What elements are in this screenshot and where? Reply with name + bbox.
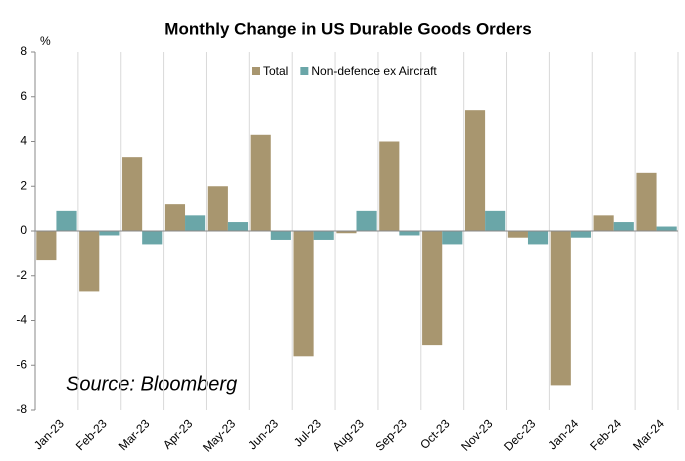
- x-tick-label: Feb-24: [587, 416, 624, 453]
- y-tick-label: -6: [16, 357, 27, 371]
- x-tick-label: Apr-23: [160, 416, 196, 452]
- bar: [527, 231, 549, 245]
- x-tick-label: Mar-24: [630, 416, 667, 453]
- bar: [464, 110, 486, 231]
- chart-title: Monthly Change in US Durable Goods Order…: [164, 19, 531, 38]
- y-tick-label: 4: [20, 134, 27, 148]
- bar: [656, 226, 677, 231]
- bar: [185, 215, 206, 231]
- bar: [56, 210, 77, 231]
- bar: [593, 215, 614, 231]
- bar: [79, 231, 100, 292]
- bar: [270, 231, 291, 240]
- bar: [442, 231, 463, 245]
- y-tick-label: 8: [20, 44, 27, 58]
- bar: [379, 141, 400, 231]
- bar: [250, 134, 271, 231]
- bar: [227, 222, 249, 231]
- x-tick-label: Jan-24: [545, 416, 581, 452]
- bar: [293, 231, 314, 357]
- bar: [570, 231, 591, 238]
- legend-label: Non-defence ex Aircraft: [311, 64, 437, 78]
- y-tick-label: -8: [16, 402, 27, 416]
- bar: [207, 186, 228, 231]
- x-tick-label: Jul-23: [291, 416, 324, 449]
- x-tick-label: Jun-23: [245, 416, 281, 452]
- bar: [164, 204, 186, 231]
- y-tick-label: 0: [20, 223, 27, 237]
- bar: [336, 231, 357, 234]
- bar: [485, 210, 506, 231]
- x-tick-label: Sep-23: [372, 416, 409, 453]
- annotation: Source: Bloomberg: [66, 373, 237, 395]
- x-tick-label: Nov-23: [458, 416, 495, 453]
- y-tick-label: -2: [16, 268, 27, 282]
- x-tick-label: Mar-23: [116, 416, 153, 453]
- bar: [356, 210, 377, 231]
- legend-swatch: [252, 67, 260, 75]
- x-tick-label: Jan-23: [31, 416, 67, 452]
- x-tick-label: Dec-23: [501, 416, 538, 453]
- y-tick-label: 2: [20, 178, 27, 192]
- bar: [613, 222, 634, 231]
- bar: [313, 231, 334, 240]
- bar: [550, 231, 571, 386]
- bar: [507, 231, 528, 238]
- bar: [99, 231, 120, 236]
- x-tick-label: May-23: [200, 416, 238, 454]
- y-tick-label: -4: [16, 313, 27, 327]
- x-tick-label: Oct-23: [417, 416, 453, 452]
- bar: [422, 231, 443, 346]
- bar: [122, 157, 143, 231]
- bar: [636, 172, 657, 231]
- x-tick-label: Aug-23: [330, 416, 367, 453]
- bar: [399, 231, 420, 236]
- y-axis-label: %: [40, 34, 51, 48]
- legend-label: Total: [263, 64, 288, 78]
- legend-swatch: [300, 67, 309, 75]
- bar: [142, 231, 163, 245]
- y-tick-label: 6: [20, 89, 27, 103]
- x-tick-label: Feb-23: [73, 416, 110, 453]
- bar: [36, 231, 57, 261]
